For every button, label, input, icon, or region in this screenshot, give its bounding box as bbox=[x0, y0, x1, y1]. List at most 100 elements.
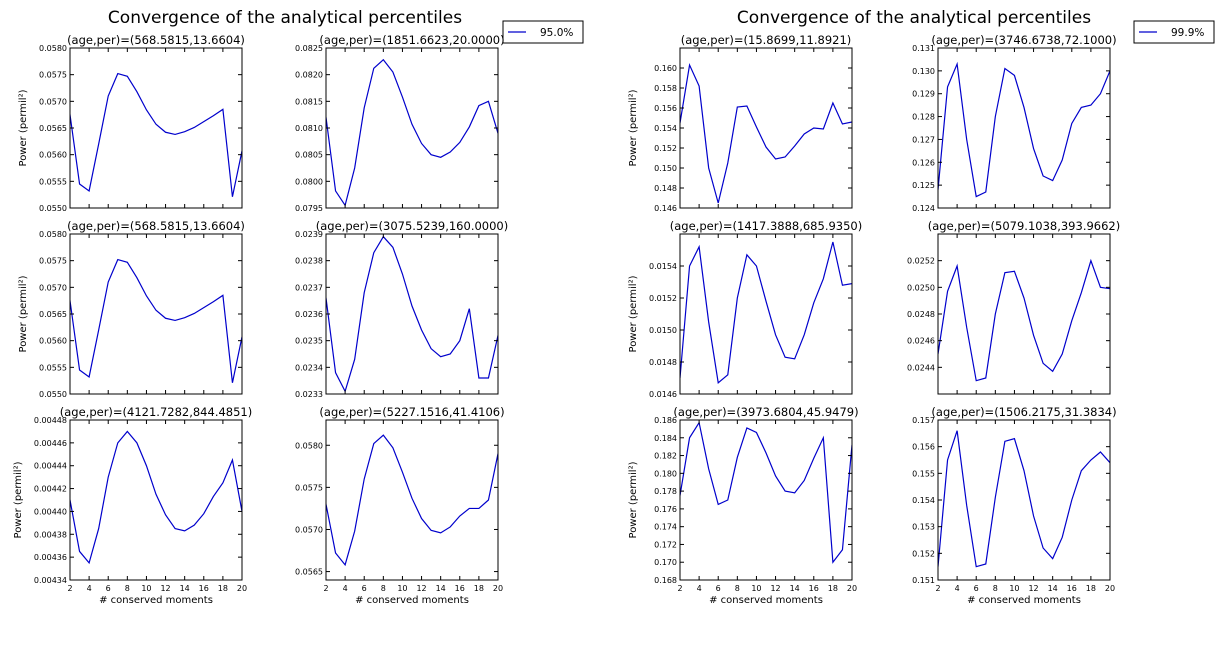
y-tick-label: 0.00440 bbox=[34, 507, 67, 516]
y-tick-label: 0.0575 bbox=[39, 71, 67, 80]
plot-frame bbox=[679, 419, 853, 581]
y-tick-label: 0.180 bbox=[654, 469, 677, 478]
y-tick-label: 0.0820 bbox=[295, 71, 323, 80]
x-tick-label: 4 bbox=[87, 584, 92, 593]
y-tick-label: 0.155 bbox=[912, 469, 935, 478]
x-tick-label: 18 bbox=[1086, 584, 1096, 593]
y-tick-label: 0.0246 bbox=[907, 337, 935, 346]
x-tick-label: 20 bbox=[237, 584, 247, 593]
y-tick-label: 0.0570 bbox=[295, 525, 323, 534]
y-tick-label: 0.0248 bbox=[907, 310, 935, 319]
x-tick-label: 18 bbox=[474, 584, 484, 593]
series-line bbox=[680, 62, 852, 204]
legend-label: 95.0% bbox=[540, 27, 573, 39]
y-tick-label: 0.0580 bbox=[39, 230, 67, 239]
y-tick-label: 0.0575 bbox=[39, 257, 67, 266]
y-tick-label: 0.182 bbox=[654, 452, 677, 461]
y-tick-label: 0.154 bbox=[912, 496, 935, 505]
plot-frame bbox=[937, 233, 1111, 395]
y-tick-label: 0.186 bbox=[654, 416, 677, 425]
subplot: (age,per)=(3075.5239,160.0000) 0.0233 0.02… bbox=[295, 219, 508, 399]
subplot-title: (age,per)=(3746.6738,72.1000) bbox=[931, 33, 1116, 47]
y-tick-label: 0.148 bbox=[654, 184, 677, 193]
y-axis-label: Power (permil²) bbox=[18, 89, 29, 166]
subplot: (age,per)=(1417.3888,685.9350) 0.0146 0.01… bbox=[628, 219, 862, 399]
plot-frame bbox=[679, 47, 853, 209]
y-tick-label: 0.00448 bbox=[34, 416, 67, 425]
y-tick-label: 0.0233 bbox=[295, 390, 323, 399]
legend-box bbox=[1133, 20, 1215, 44]
series-line bbox=[326, 235, 498, 393]
series-line bbox=[938, 430, 1110, 568]
y-tick-label: 0.0235 bbox=[295, 337, 323, 346]
y-tick-label: 0.0146 bbox=[649, 390, 677, 399]
y-tick-label: 0.156 bbox=[912, 443, 935, 452]
y-tick-label: 0.0238 bbox=[295, 257, 323, 266]
y-tick-label: 0.00434 bbox=[34, 576, 67, 585]
x-tick-label: 10 bbox=[397, 584, 407, 593]
y-tick-label: 0.0236 bbox=[295, 310, 323, 319]
plot-frame bbox=[69, 419, 243, 581]
x-tick-label: 6 bbox=[716, 584, 721, 593]
y-tick-label: 0.0570 bbox=[39, 97, 67, 106]
subplot: (age,per)=(5227.1516,41.4106) 2 4 6 8 10 12 14 1… bbox=[295, 405, 505, 606]
y-tick-label: 0.184 bbox=[654, 434, 677, 443]
subplot-title: (age,per)=(4121.7282,844.4851) bbox=[60, 405, 252, 419]
series-line bbox=[938, 258, 1110, 382]
y-tick-label: 0.0565 bbox=[39, 310, 67, 319]
plot-frame bbox=[69, 47, 243, 209]
subplot-title: (age,per)=(3973.6804,45.9479) bbox=[673, 405, 858, 419]
y-tick-label: 0.170 bbox=[654, 558, 677, 567]
subplot: (age,per)=(3973.6804,45.9479) 2 4 6 8 10 12 14 1… bbox=[628, 405, 859, 606]
y-tick-label: 0.124 bbox=[912, 204, 935, 213]
y-tick-label: 0.151 bbox=[912, 576, 935, 585]
x-tick-label: 10 bbox=[1009, 584, 1019, 593]
y-tick-label: 0.00436 bbox=[34, 553, 67, 562]
x-tick-label: 8 bbox=[993, 584, 998, 593]
legend-right: 99.9% bbox=[1133, 20, 1215, 44]
y-tick-label: 0.176 bbox=[654, 505, 677, 514]
y-tick-label: 0.0154 bbox=[649, 262, 677, 271]
plot-frame bbox=[69, 233, 243, 395]
subplot-title: (age,per)=(15.8699,11.8921) bbox=[681, 33, 852, 47]
y-tick-label: 0.152 bbox=[912, 549, 935, 558]
y-tick-label: 0.127 bbox=[912, 135, 935, 144]
plot-frame bbox=[325, 47, 499, 209]
plot-frame bbox=[937, 419, 1111, 581]
subplot: (age,per)=(1851.6623,20.0000) 0.0795 0.080… bbox=[295, 33, 505, 213]
series-line bbox=[70, 72, 242, 197]
x-tick-label: 20 bbox=[1105, 584, 1115, 593]
subplot-title: (age,per)=(1506.2175,31.3834) bbox=[931, 405, 1116, 419]
x-tick-label: 8 bbox=[125, 584, 130, 593]
x-tick-label: 14 bbox=[1048, 584, 1058, 593]
subplot-title: (age,per)=(1851.6623,20.0000) bbox=[319, 33, 504, 47]
series-line bbox=[70, 430, 242, 565]
y-tick-label: 0.131 bbox=[912, 44, 935, 53]
x-tick-label: 2 bbox=[935, 584, 940, 593]
x-axis-label: # conserved moments bbox=[99, 595, 213, 606]
y-tick-label: 0.178 bbox=[654, 487, 677, 496]
plot-frame bbox=[325, 419, 499, 581]
subplot-title: (age,per)=(3075.5239,160.0000) bbox=[316, 219, 508, 233]
series-line bbox=[680, 241, 852, 384]
subplot: (age,per)=(15.8699,11.8921) 0.146 0.148 0.1… bbox=[628, 33, 853, 213]
y-axis-label: Power (permil²) bbox=[628, 275, 639, 352]
y-axis-label: Power (permil²) bbox=[628, 89, 639, 166]
x-tick-label: 4 bbox=[955, 584, 960, 593]
y-tick-label: 0.160 bbox=[654, 64, 677, 73]
y-axis-label: Power (permil²) bbox=[13, 461, 24, 538]
y-tick-label: 0.174 bbox=[654, 523, 677, 532]
y-tick-label: 0.0570 bbox=[39, 283, 67, 292]
x-axis-label: # conserved moments bbox=[709, 595, 823, 606]
y-tick-label: 0.0252 bbox=[907, 257, 935, 266]
x-tick-label: 2 bbox=[67, 584, 72, 593]
subplot: (age,per)=(568.5815,13.6604) 0.0550 0.0555… bbox=[18, 33, 245, 213]
y-tick-label: 0.0550 bbox=[39, 390, 67, 399]
y-tick-label: 0.0148 bbox=[649, 358, 677, 367]
y-tick-label: 0.0244 bbox=[907, 363, 935, 372]
y-tick-label: 0.0580 bbox=[295, 441, 323, 450]
x-tick-label: 2 bbox=[323, 584, 328, 593]
subplot-grid: (age,per)=(568.5815,13.6604)0.05500.0555… bbox=[13, 33, 1120, 606]
subplot: (age,per)=(1506.2175,31.3834) 2 4 6 8 10 12 14 1… bbox=[912, 405, 1116, 606]
